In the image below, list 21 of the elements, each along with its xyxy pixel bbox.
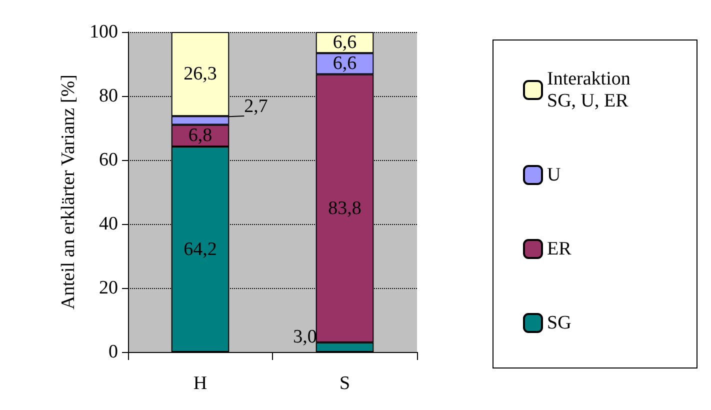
legend-label: SG	[547, 312, 572, 334]
y-tick-label: 80	[99, 86, 118, 106]
legend-label: ER	[547, 238, 572, 260]
data-label: 6,8	[188, 125, 212, 146]
x-tick-label: S	[339, 373, 350, 394]
y-tick-label: 40	[99, 214, 118, 234]
data-label: 2,7	[244, 96, 268, 117]
x-tick-label: H	[193, 373, 208, 394]
legend-label: U	[547, 164, 561, 186]
data-label: 64,2	[184, 238, 217, 260]
data-label: 83,8	[328, 198, 362, 219]
data-label: 3,0	[293, 326, 317, 348]
data-label: 6,6	[332, 32, 357, 54]
y-tick-label: 60	[99, 150, 118, 170]
data-label: 6,6	[332, 53, 357, 74]
y-tick-label: 100	[90, 22, 118, 42]
y-tick-label: 20	[99, 278, 118, 298]
data-label: 26,3	[184, 64, 217, 85]
y-axis-title: Anteil an erklärter Varianz [%]	[58, 74, 79, 310]
legend-label: Interaktion SG, U, ER	[547, 68, 636, 112]
y-tick-label: 0	[108, 342, 118, 362]
